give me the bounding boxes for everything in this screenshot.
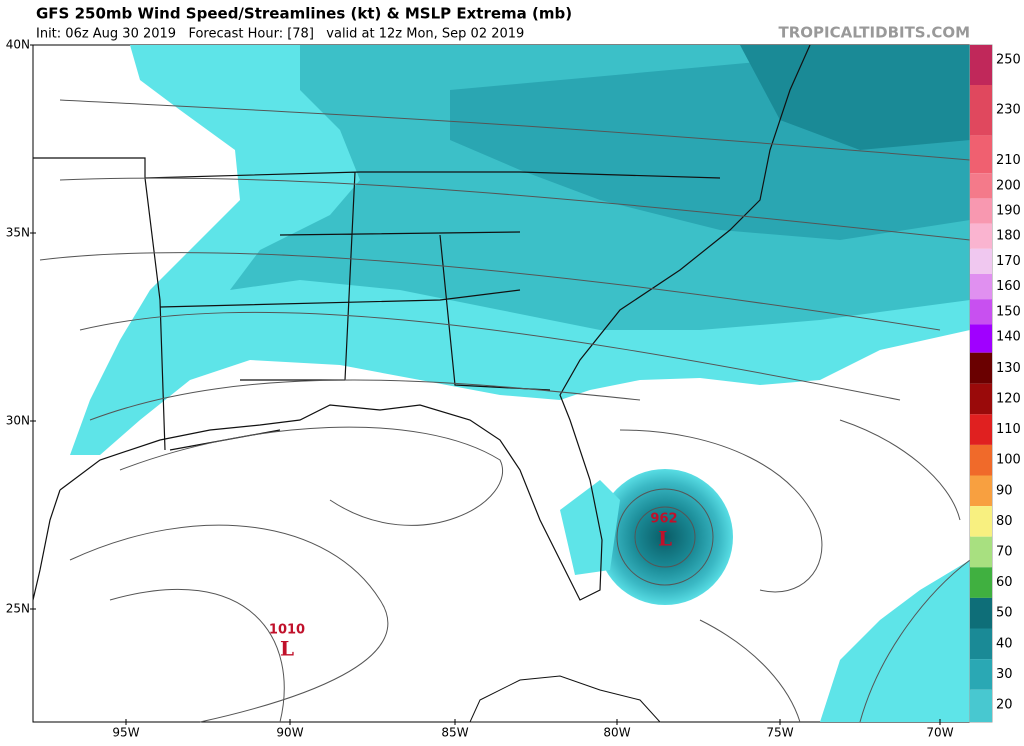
wind-shade [740,45,970,150]
latitude-label: 30N [6,414,30,428]
colorbar-label: 250 [996,52,1021,67]
colorbar-cell [970,248,992,274]
colorbar-label: 40 [996,636,1013,651]
streamlines [634,506,696,568]
colorbar-label: 110 [996,422,1021,437]
colorbar-label: 170 [996,254,1021,269]
coastline [32,489,61,601]
colorbar-label: 120 [996,392,1021,407]
colorbar-cell [970,223,992,249]
latitude-label: 25N [6,602,30,616]
pressure-value: 962 [650,512,677,527]
colorbar-cell [970,299,992,325]
colorbar-cell [970,85,992,136]
colorbar-label: 90 [996,483,1013,498]
pressure-value: 1010 [269,623,305,638]
colorbar-cell [970,173,992,199]
subtitle: Init: 06z Aug 30 2019 Forecast Hour: [78… [36,27,524,42]
wind-shade [820,560,970,722]
wind-shade [560,480,620,575]
colorbar-label: 100 [996,453,1021,468]
colorbar-cell [970,198,992,224]
colorbar-label: 140 [996,330,1021,345]
coastline [59,44,811,601]
colorbar-label: 60 [996,575,1013,590]
colorbar-cell [970,659,992,690]
colorbar-cell [970,135,992,174]
latitude-label: 35N [6,226,30,240]
colorbar-label: 210 [996,153,1021,168]
colorbar-cell [970,45,992,85]
colorbar-cell [970,536,992,568]
longitude-label: 95W [112,726,139,740]
colorbar-cell [970,689,992,722]
colorbar-cell [970,475,992,507]
colorbar-cell [970,352,992,384]
map: 962 L 1010 L [32,44,971,723]
colorbar-label: 230 [996,103,1021,118]
longitude-label: 70W [926,726,953,740]
low-marker: L [658,527,672,551]
colorbar-cell [970,597,992,629]
streamlines [616,488,714,586]
cuba [469,675,662,723]
colorbar-label: 150 [996,304,1021,319]
colorbar-cell [970,506,992,537]
colorbar-label: 180 [996,229,1021,244]
longitude-label: 75W [766,726,793,740]
colorbar-cell [970,383,992,415]
colorbar-label: 30 [996,667,1013,682]
colorbar-cell [970,274,992,300]
colorbar: 250 230 210 200 190 180 170 160 150 140 130 120 110 1… [969,44,1021,723]
colorbar-label: 130 [996,361,1021,376]
longitude-label: 80W [603,726,630,740]
colorbar-cell [970,444,992,476]
axes: 40N 35N 30N 25N 95W 90W 85W 80W 75W 70W [6,38,954,740]
colorbar-label: 50 [996,606,1013,621]
colorbar-cell [970,567,992,598]
colorbar-cell [970,414,992,445]
longitude-label: 85W [441,726,468,740]
title: GFS 250mb Wind Speed/Streamlines (kt) & … [36,5,572,23]
colorbar-label: 70 [996,545,1013,560]
site-name: TROPICALTIDBITS.COM [779,24,971,42]
low-marker: L [280,637,294,661]
longitude-label: 90W [276,726,303,740]
colorbar-label: 160 [996,279,1021,294]
streamlines [39,99,971,723]
colorbar-cell [970,324,992,353]
colorbar-label: 190 [996,204,1021,219]
latitude-label: 40N [6,38,30,52]
colorbar-label: 80 [996,514,1013,529]
colorbar-label: 200 [996,178,1021,193]
colorbar-cell [970,628,992,660]
colorbar-label: 20 [996,698,1013,713]
